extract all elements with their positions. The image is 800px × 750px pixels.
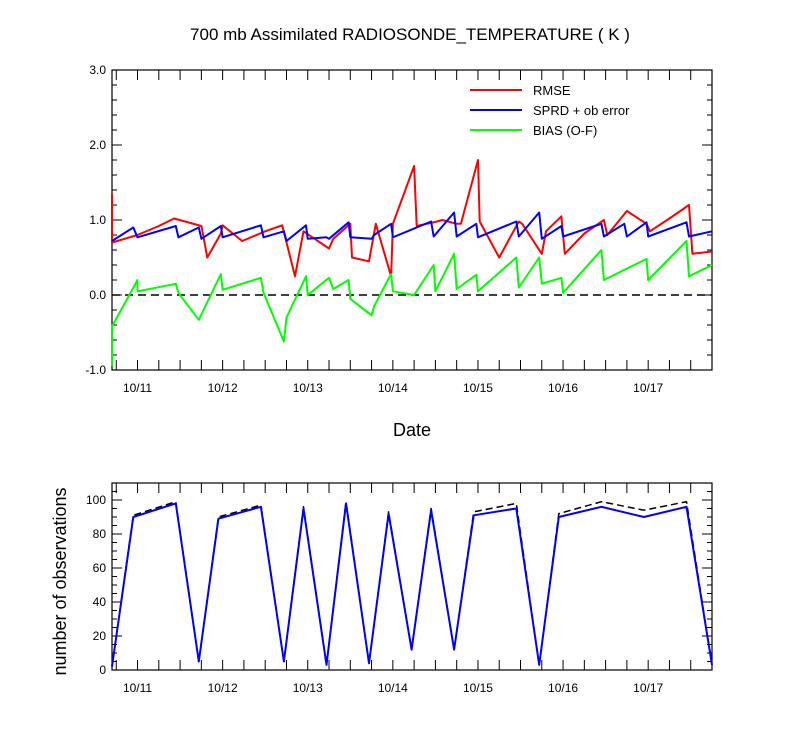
bottom-xtick-label: 10/15 — [463, 681, 493, 695]
bottom-series-solid-line — [111, 502, 713, 667]
bottom-xtick-label: 10/14 — [378, 681, 408, 695]
top-xtick-label: 10/17 — [633, 381, 663, 395]
bottom-ytick-label: 80 — [93, 527, 107, 541]
top-x-axis-title: Date — [393, 420, 431, 440]
bottom-xtick-label: 10/11 — [123, 681, 152, 695]
legend-label-2: BIAS (O-F) — [533, 123, 597, 138]
bottom-ytick-label: 20 — [93, 629, 107, 643]
bottom-ytick-label: 0 — [99, 663, 106, 677]
top-xtick-label: 10/14 — [378, 381, 408, 395]
top-ytick-label: -1.0 — [85, 363, 106, 377]
bottom-ytick-label: 40 — [93, 595, 107, 609]
top-xtick-label: 10/13 — [293, 381, 323, 395]
bottom-xtick-label: 10/16 — [548, 681, 578, 695]
bottom-xtick-label: 10/17 — [633, 681, 663, 695]
legend-label-1: SPRD + ob error — [533, 103, 630, 118]
bottom-ytick-label: 100 — [86, 493, 106, 507]
top-series-rmse-line — [111, 159, 713, 278]
top-xtick-label: 10/16 — [548, 381, 578, 395]
top-ytick-label: 2.0 — [89, 138, 106, 152]
bottom-xtick-label: 10/12 — [208, 681, 238, 695]
top-ytick-label: 1.0 — [89, 213, 106, 227]
top-ytick-label: 0.0 — [89, 288, 106, 302]
top-ytick-label: 3.0 — [89, 63, 106, 77]
bottom-y-axis-title: number of observations — [50, 487, 70, 675]
top-xtick-label: 10/11 — [123, 381, 152, 395]
top-xtick-label: 10/15 — [463, 381, 493, 395]
bottom-ytick-label: 60 — [93, 561, 107, 575]
top-xtick-label: 10/12 — [208, 381, 238, 395]
chart-title: 700 mb Assimilated RADIOSONDE_TEMPERATUR… — [190, 25, 630, 44]
bottom-xtick-label: 10/13 — [293, 681, 323, 695]
top-series-sprd-ob-error-line — [111, 211, 713, 242]
top-series-bias-o-f-line — [111, 240, 713, 367]
legend-label-0: RMSE — [533, 83, 571, 98]
